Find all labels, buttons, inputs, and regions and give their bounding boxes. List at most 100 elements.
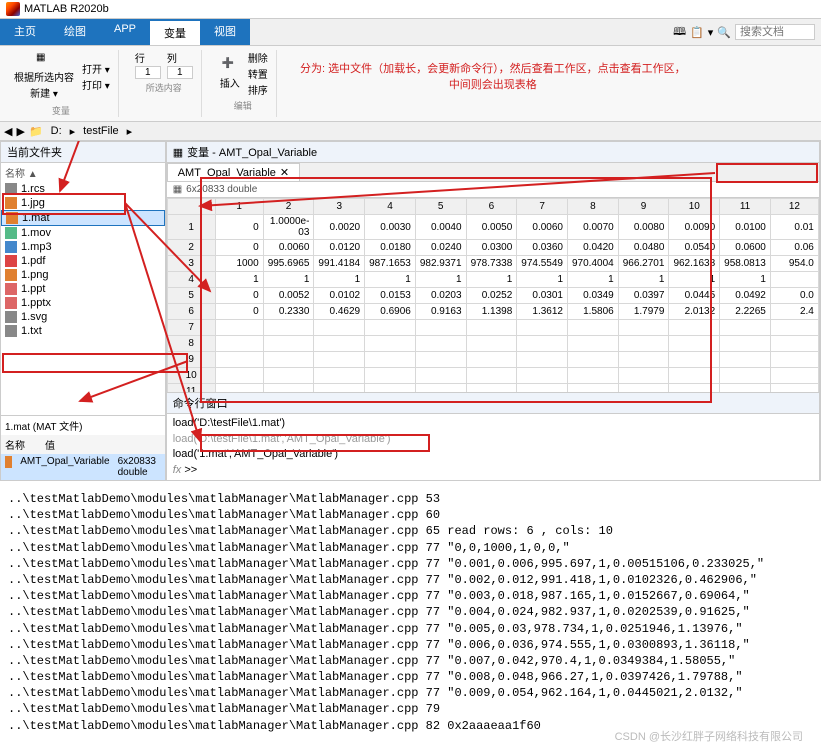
- tab-variable[interactable]: 变量: [150, 19, 200, 45]
- file-row[interactable]: 1.ppt: [1, 282, 165, 296]
- tab-plot[interactable]: 绘图: [50, 19, 100, 45]
- file-row[interactable]: 1.pdf: [1, 254, 165, 268]
- file-name: 1.svg: [21, 311, 47, 323]
- folder-icon[interactable]: 📁: [29, 125, 43, 138]
- addr-drive[interactable]: D:: [47, 124, 66, 138]
- window-title: MATLAB R2020b: [24, 3, 109, 15]
- group-label-edit: 编辑: [234, 99, 252, 112]
- tab-app[interactable]: APP: [100, 19, 150, 45]
- tab-view[interactable]: 视图: [200, 19, 250, 45]
- file-row[interactable]: 1.mp3: [1, 240, 165, 254]
- search-input[interactable]: [735, 24, 815, 40]
- files-panel-title: 当前文件夹: [1, 142, 165, 163]
- annotation-line2: 中间则会出现表格: [300, 76, 686, 92]
- main-area: 当前文件夹 名称 ▲ 1.rcs 1.jpg 1.mat 1.mov 1.mp3 1.pd…: [0, 141, 821, 481]
- insert-button[interactable]: ➕ 插入: [218, 56, 242, 92]
- grid-icon: ▦: [173, 146, 183, 159]
- cmd-prompt[interactable]: >>: [184, 464, 197, 476]
- file-icon: [5, 311, 17, 323]
- title-bar: MATLAB R2020b: [0, 0, 821, 19]
- var-info-label: 6x20833 double: [186, 184, 257, 195]
- file-icon: [5, 297, 17, 309]
- files-name-hdr-label: 名称 ▲: [5, 169, 38, 180]
- settings-icon[interactable]: ▾: [708, 26, 714, 39]
- preview-var-name[interactable]: AMT_Opal_Variable: [20, 456, 109, 478]
- file-name: 1.jpg: [21, 197, 45, 209]
- ribbon-tabs: 主页 绘图 APP 变量 视图 🕮 📋 ▾ 🔍: [0, 19, 821, 46]
- col-input[interactable]: [167, 66, 193, 79]
- annotation-line1: 分为: 选中文件（加载长，会更新命令行），然后查看工作区，点击查看工作区，: [300, 60, 686, 76]
- search-icon: 🔍: [717, 26, 731, 39]
- file-icon: [6, 212, 18, 224]
- ribbon-body: ▦ 根据所选内容 新建 ▾ 打开 ▾ 打印 ▾ 变量 行 列 所选内容: [0, 46, 821, 122]
- new-dropdown-label: 新建 ▾: [30, 85, 58, 100]
- var-tab-label: AMT_Opal_Variable: [178, 167, 276, 179]
- file-icon: [5, 197, 17, 209]
- copy-icon[interactable]: 📋: [690, 26, 704, 39]
- file-row[interactable]: 1.pptx: [1, 296, 165, 310]
- var-icon: [5, 456, 12, 468]
- new-from-selection-button[interactable]: ▦ 根据所选内容 新建 ▾: [12, 50, 76, 102]
- transpose-button[interactable]: 转置: [248, 66, 268, 81]
- row-input[interactable]: [135, 66, 161, 79]
- variable-sheet[interactable]: 123456789101112101.0000e-030.00200.00300…: [167, 197, 819, 392]
- file-row[interactable]: 1.mov: [1, 226, 165, 240]
- file-row[interactable]: 1.mat: [1, 210, 165, 226]
- matlab-logo-icon: [6, 2, 20, 16]
- group-label-sel: 所选内容: [146, 81, 182, 94]
- close-icon[interactable]: ✕: [280, 166, 289, 179]
- nav-fwd-icon[interactable]: ▶: [16, 125, 24, 138]
- watermark: CSDN @长沙红胖子网络科技有限公司: [0, 728, 821, 744]
- file-name: 1.mat: [22, 212, 50, 224]
- variable-preview: 1.mat (MAT 文件) 名称 值 AMT_Opal_Variable 6x…: [1, 415, 165, 480]
- file-row[interactable]: 1.rcs: [1, 182, 165, 196]
- var-editor-title-label: 变量 - AMT_Opal_Variable: [187, 144, 317, 160]
- open-button[interactable]: 打开 ▾: [82, 61, 110, 76]
- preview-val-hdr: 值: [45, 437, 55, 452]
- files-name-header[interactable]: 名称 ▲: [1, 163, 165, 182]
- file-row[interactable]: 1.txt: [1, 324, 165, 338]
- preview-var-val: 6x20833 double: [118, 456, 161, 478]
- help-icon[interactable]: 🕮: [673, 23, 686, 42]
- var-editor-title: ▦ 变量 - AMT_Opal_Variable: [167, 142, 819, 163]
- new-from-selection-label: 根据所选内容: [14, 69, 74, 84]
- file-name: 1.pptx: [21, 297, 51, 309]
- cmd-title: 命令行窗口: [167, 393, 819, 414]
- sort-button[interactable]: 排序: [248, 82, 268, 97]
- file-name: 1.mov: [21, 227, 51, 239]
- file-icon: [5, 183, 17, 195]
- tab-home[interactable]: 主页: [0, 19, 50, 45]
- file-list: 1.rcs1.jpg1.mat1.mov1.mp31.pdf1.png1.ppt…: [1, 182, 165, 415]
- grid-icon: ▦: [36, 52, 52, 68]
- file-name: 1.pdf: [21, 255, 45, 267]
- preview-name-hdr: 名称: [5, 437, 25, 452]
- delete-button[interactable]: 删除: [248, 50, 268, 65]
- address-bar: ◀ ▶ 📁 D:▸ testFile▸: [0, 122, 821, 141]
- file-name: 1.mp3: [21, 241, 52, 253]
- cmd-line1: load('D:\testFile\1.mat'): [173, 416, 813, 431]
- file-icon: [5, 269, 17, 281]
- insert-icon: ➕: [222, 58, 238, 74]
- print-button[interactable]: 打印 ▾: [82, 77, 110, 92]
- file-name: 1.ppt: [21, 283, 45, 295]
- var-tab[interactable]: AMT_Opal_Variable ✕: [167, 163, 300, 181]
- file-name: 1.txt: [21, 325, 42, 337]
- file-name: 1.rcs: [21, 183, 45, 195]
- var-editor-tabs: AMT_Opal_Variable ✕: [167, 163, 819, 182]
- file-row[interactable]: 1.png: [1, 268, 165, 282]
- file-icon: [5, 255, 17, 267]
- insert-label: 插入: [220, 75, 240, 90]
- center-column: ▦ 变量 - AMT_Opal_Variable AMT_Opal_Variab…: [166, 141, 820, 481]
- file-row[interactable]: 1.jpg: [1, 196, 165, 210]
- addr-folder[interactable]: testFile: [79, 124, 122, 138]
- group-label-var: 变量: [52, 104, 70, 117]
- file-row[interactable]: 1.svg: [1, 310, 165, 324]
- var-info: ▦ 6x20833 double: [167, 182, 819, 197]
- preview-selector[interactable]: 1.mat (MAT 文件): [1, 416, 165, 435]
- file-icon: [5, 241, 17, 253]
- left-column: 当前文件夹 名称 ▲ 1.rcs 1.jpg 1.mat 1.mov 1.mp3 1.pd…: [0, 141, 166, 481]
- file-icon: [5, 325, 17, 337]
- nav-back-icon[interactable]: ◀: [4, 125, 12, 138]
- file-icon: [5, 227, 17, 239]
- grid-icon: ▦: [173, 184, 182, 195]
